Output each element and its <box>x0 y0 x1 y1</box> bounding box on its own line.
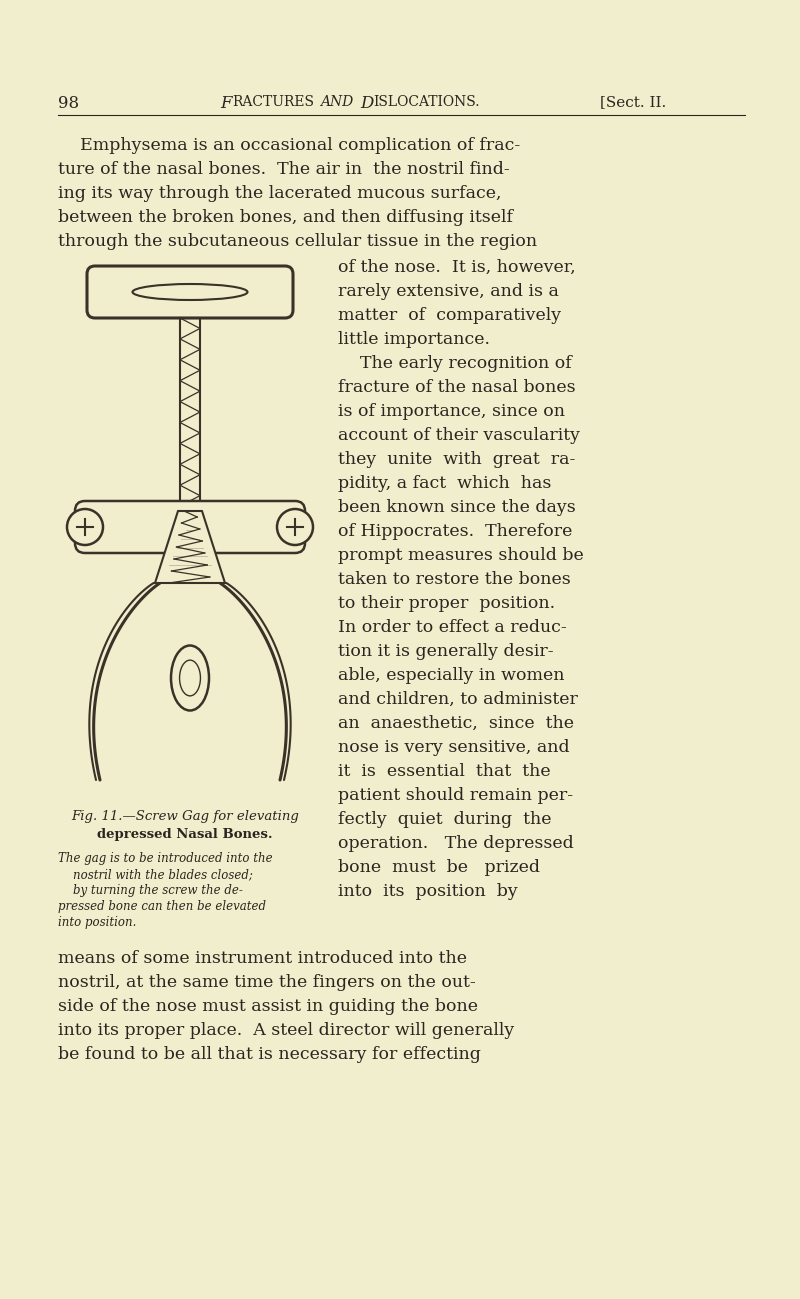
Text: nose is very sensitive, and: nose is very sensitive, and <box>338 739 570 756</box>
Text: AND: AND <box>320 95 354 109</box>
Text: fracture of the nasal bones: fracture of the nasal bones <box>338 379 576 396</box>
Text: RACTURES: RACTURES <box>232 95 314 109</box>
Text: ing its way through the lacerated mucous surface,: ing its way through the lacerated mucous… <box>58 184 502 203</box>
Text: by turning the screw the de-: by turning the screw the de- <box>58 885 243 898</box>
Text: The gag is to be introduced into the: The gag is to be introduced into the <box>58 852 273 865</box>
Text: Fig. 11.—Screw Gag for elevating: Fig. 11.—Screw Gag for elevating <box>71 811 299 824</box>
Text: through the subcutaneous cellular tissue in the region: through the subcutaneous cellular tissue… <box>58 233 537 249</box>
Text: matter  of  comparatively: matter of comparatively <box>338 307 561 323</box>
Text: patient should remain per-: patient should remain per- <box>338 787 573 804</box>
Ellipse shape <box>171 646 209 711</box>
Text: and children, to administer: and children, to administer <box>338 691 578 708</box>
Polygon shape <box>180 318 200 527</box>
Text: be found to be all that is necessary for effecting: be found to be all that is necessary for… <box>58 1046 481 1063</box>
Text: tion it is generally desir-: tion it is generally desir- <box>338 643 554 660</box>
Text: means of some instrument introduced into the: means of some instrument introduced into… <box>58 950 467 966</box>
Text: Emphysema is an occasional complication of frac-: Emphysema is an occasional complication … <box>58 136 520 155</box>
Text: into  its  position  by: into its position by <box>338 883 518 900</box>
FancyBboxPatch shape <box>75 501 305 553</box>
Polygon shape <box>155 511 225 583</box>
Text: 98: 98 <box>58 95 79 112</box>
Text: little importance.: little importance. <box>338 331 490 348</box>
Ellipse shape <box>277 509 313 546</box>
Text: nostril with the blades closed;: nostril with the blades closed; <box>58 868 253 881</box>
Text: to their proper  position.: to their proper position. <box>338 595 555 612</box>
Text: bone  must  be   prized: bone must be prized <box>338 859 540 876</box>
Text: ISLOCATIONS.: ISLOCATIONS. <box>373 95 479 109</box>
Text: side of the nose must assist in guiding the bone: side of the nose must assist in guiding … <box>58 998 478 1015</box>
Text: prompt measures should be: prompt measures should be <box>338 547 584 564</box>
Text: into its proper place.  A steel director will generally: into its proper place. A steel director … <box>58 1022 514 1039</box>
Text: it  is  essential  that  the: it is essential that the <box>338 763 550 779</box>
Text: of the nose.  It is, however,: of the nose. It is, however, <box>338 259 576 275</box>
Text: been known since the days: been known since the days <box>338 499 576 516</box>
Text: account of their vascularity: account of their vascularity <box>338 427 580 444</box>
Text: they  unite  with  great  ra-: they unite with great ra- <box>338 451 575 468</box>
Text: operation.   The depressed: operation. The depressed <box>338 835 574 852</box>
Text: depressed Nasal Bones.: depressed Nasal Bones. <box>97 827 273 840</box>
Text: between the broken bones, and then diffusing itself: between the broken bones, and then diffu… <box>58 209 513 226</box>
Text: The early recognition of: The early recognition of <box>338 355 572 372</box>
Text: F: F <box>220 95 231 112</box>
Text: rarely extensive, and is a: rarely extensive, and is a <box>338 283 559 300</box>
Text: [Sect. II.: [Sect. II. <box>600 95 666 109</box>
Text: an  anaesthetic,  since  the: an anaesthetic, since the <box>338 714 574 733</box>
Text: pidity, a fact  which  has: pidity, a fact which has <box>338 475 551 492</box>
Text: D: D <box>360 95 374 112</box>
Text: able, especially in women: able, especially in women <box>338 666 565 685</box>
Text: fectly  quiet  during  the: fectly quiet during the <box>338 811 551 827</box>
Text: In order to effect a reduc-: In order to effect a reduc- <box>338 620 566 637</box>
Text: into position.: into position. <box>58 916 136 929</box>
Text: pressed bone can then be elevated: pressed bone can then be elevated <box>58 900 266 913</box>
Text: of Hippocrates.  Therefore: of Hippocrates. Therefore <box>338 523 572 540</box>
Text: nostril, at the same time the fingers on the out-: nostril, at the same time the fingers on… <box>58 974 476 991</box>
Text: is of importance, since on: is of importance, since on <box>338 403 565 420</box>
Text: ture of the nasal bones.  The air in  the nostril find-: ture of the nasal bones. The air in the … <box>58 161 510 178</box>
Text: taken to restore the bones: taken to restore the bones <box>338 572 570 588</box>
Ellipse shape <box>67 509 103 546</box>
